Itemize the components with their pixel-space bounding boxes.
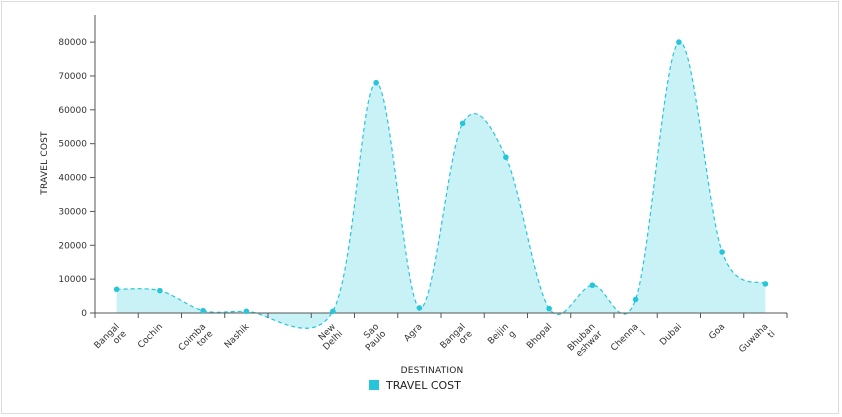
y-tick-label: 10000 [58,275,87,285]
y-tick-label: 60000 [58,106,87,116]
y-axis-title: TRAVEL COST [40,131,50,196]
y-tick-label: 40000 [58,174,87,184]
x-tick-label: Bhopal [525,322,554,351]
x-tick-label: Bhubaneshwar [566,322,605,361]
x-tick-label: Agra [403,322,425,344]
x-tick-label: Chennai [609,322,648,361]
x-tick-label: Bangalore [93,322,129,358]
data-point[interactable] [546,305,552,312]
x-tick-label: Guwahati [737,322,777,362]
series-line [116,41,766,329]
data-point[interactable] [632,296,639,303]
x-tick-label: Dubai [658,322,684,348]
data-point[interactable] [200,307,206,314]
x-tick-label: SaoPaulo [357,322,389,354]
data-point[interactable] [330,308,336,315]
data-point[interactable] [113,286,120,293]
data-point[interactable] [719,249,725,255]
y-tick-label: 70000 [58,72,87,82]
y-tick-label: 20000 [58,241,87,251]
y-tick-label: 80000 [58,38,87,48]
y-tick-label: 30000 [58,207,87,217]
x-tick-label: Cochin [136,322,165,351]
y-tick-label: 0 [81,309,87,319]
data-point[interactable] [416,305,423,311]
series-area [116,41,766,329]
data-point[interactable] [762,281,769,287]
legend-label: TRAVEL COST [385,379,461,392]
data-point[interactable] [676,39,682,45]
x-tick-label: Nashik [223,321,252,350]
data-point[interactable] [459,120,466,127]
data-point[interactable] [157,287,163,294]
legend-swatch [369,380,379,390]
data-point[interactable] [243,308,250,315]
x-tick-label: NewDelhi [315,322,346,353]
x-tick-label: Goa [707,322,727,342]
x-tick-label: Bangalore [439,322,475,358]
data-point[interactable] [589,282,596,289]
data-point[interactable] [503,154,509,161]
x-tick-label: Beijing [486,322,518,354]
y-tick-label: 50000 [58,140,87,150]
x-tick-label: Coimbatore [177,322,216,361]
x-axis-title: DESTINATION [401,366,464,376]
data-point[interactable] [373,79,379,86]
legend[interactable]: TRAVEL COST [369,379,461,392]
